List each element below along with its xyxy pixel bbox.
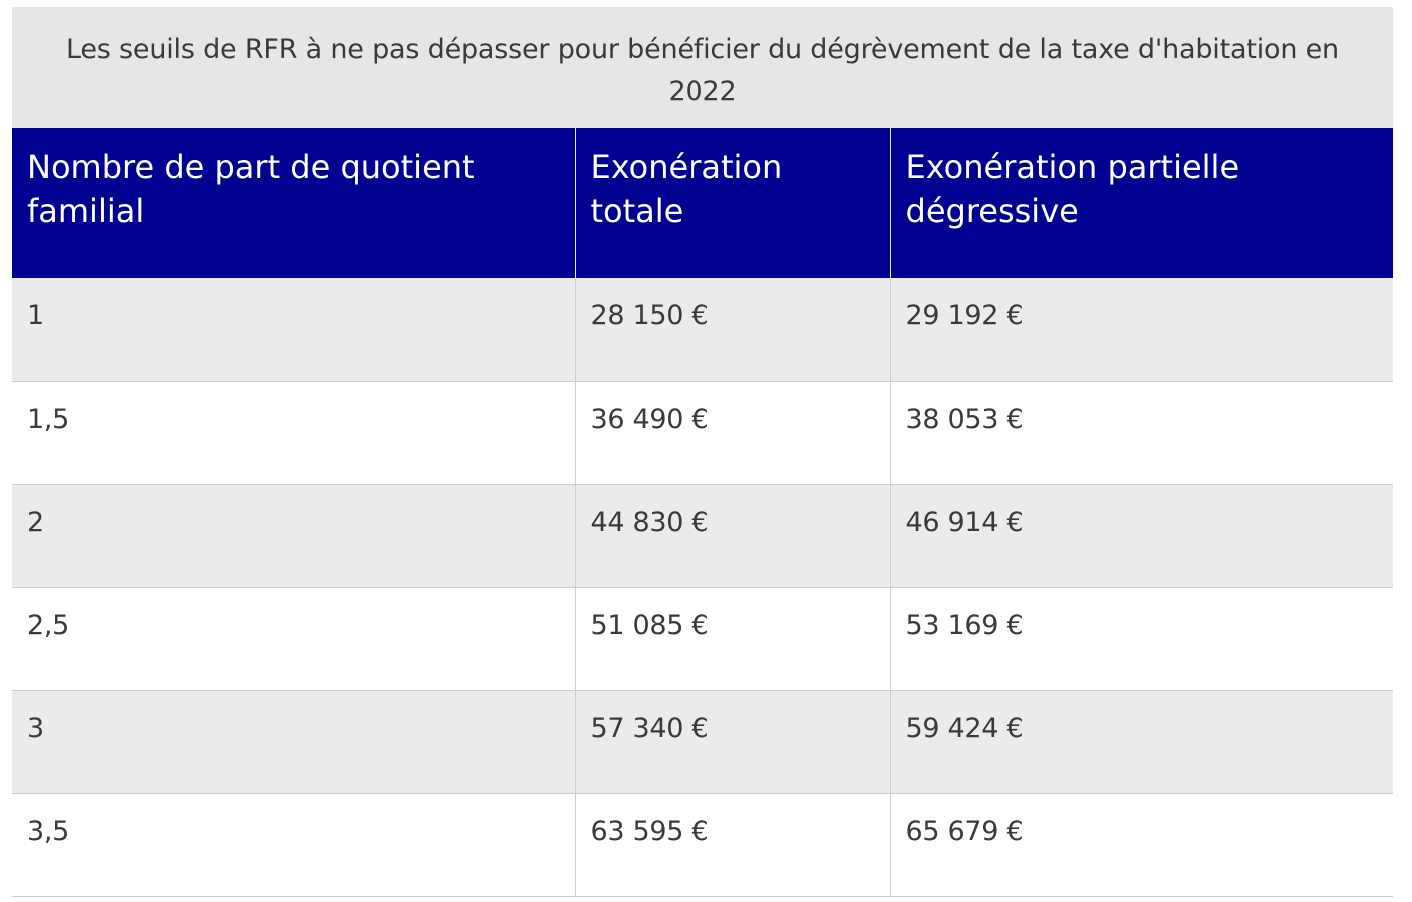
cell-quotient-parts: 3,5 bbox=[12, 793, 575, 897]
header-row: Nombre de part de quotient familial Exon… bbox=[12, 128, 1393, 278]
table-row: 2 44 830 € 46 914 € bbox=[12, 484, 1393, 588]
table-header: Nombre de part de quotient familial Exon… bbox=[12, 128, 1393, 278]
table-row: 2,5 51 085 € 53 169 € bbox=[12, 587, 1393, 691]
cell-total-exemption: 51 085 € bbox=[574, 587, 890, 691]
table-row: 3,5 63 595 € 65 679 € bbox=[12, 793, 1393, 897]
cell-total-exemption: 28 150 € bbox=[574, 278, 890, 382]
table-row: 1,5 36 490 € 38 053 € bbox=[12, 381, 1393, 485]
header-total-exemption: Exonération totale bbox=[574, 128, 890, 278]
cell-quotient-parts: 2,5 bbox=[12, 587, 575, 691]
rfr-threshold-table: Nombre de part de quotient familial Exon… bbox=[12, 128, 1393, 897]
header-partial-exemption: Exonération partielle dégressive bbox=[889, 128, 1393, 278]
cell-partial-exemption: 29 192 € bbox=[889, 278, 1393, 382]
header-quotient-parts: Nombre de part de quotient familial bbox=[12, 128, 575, 278]
cell-partial-exemption: 65 679 € bbox=[889, 793, 1393, 897]
cell-quotient-parts: 2 bbox=[12, 484, 575, 588]
cell-quotient-parts: 3 bbox=[12, 690, 575, 794]
rfr-threshold-table-container: Les seuils de RFR à ne pas dépasser pour… bbox=[12, 7, 1393, 897]
table-row: 3 57 340 € 59 424 € bbox=[12, 690, 1393, 794]
cell-partial-exemption: 46 914 € bbox=[889, 484, 1393, 588]
table-row: 1 28 150 € 29 192 € bbox=[12, 278, 1393, 382]
cell-partial-exemption: 59 424 € bbox=[889, 690, 1393, 794]
cell-total-exemption: 63 595 € bbox=[574, 793, 890, 897]
cell-quotient-parts: 1 bbox=[12, 278, 575, 382]
table-body: 1 28 150 € 29 192 € 1,5 36 490 € 38 053 … bbox=[12, 278, 1393, 897]
cell-partial-exemption: 38 053 € bbox=[889, 381, 1393, 485]
cell-total-exemption: 57 340 € bbox=[574, 690, 890, 794]
table-caption: Les seuils de RFR à ne pas dépasser pour… bbox=[12, 7, 1393, 128]
cell-total-exemption: 44 830 € bbox=[574, 484, 890, 588]
cell-partial-exemption: 53 169 € bbox=[889, 587, 1393, 691]
cell-total-exemption: 36 490 € bbox=[574, 381, 890, 485]
cell-quotient-parts: 1,5 bbox=[12, 381, 575, 485]
